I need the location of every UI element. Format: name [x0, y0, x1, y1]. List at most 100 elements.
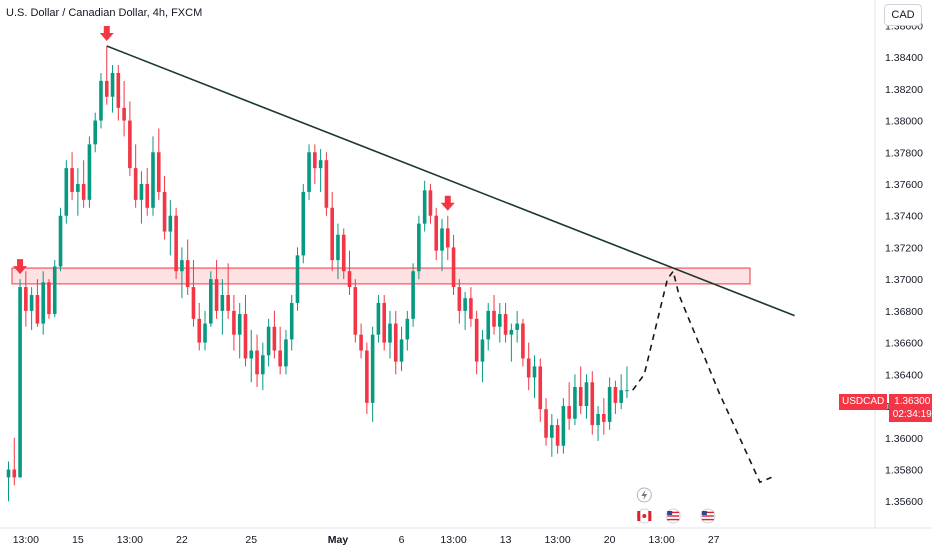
candle: [99, 72, 103, 129]
peak-arrows: [13, 25, 455, 275]
candle: [156, 128, 161, 200]
candle-body: [584, 382, 589, 407]
candle: [336, 223, 340, 280]
price-tick-label: 1.38000: [885, 116, 923, 128]
down-arrow-icon: [13, 259, 28, 275]
candle: [220, 279, 225, 335]
canada-flag-icon[interactable]: [636, 508, 652, 524]
candle-body: [214, 279, 219, 311]
time-tick-label: 13: [500, 534, 512, 546]
candle: [550, 413, 554, 457]
candle-body: [99, 80, 103, 121]
currency-button[interactable]: CAD: [884, 4, 922, 26]
candle: [64, 160, 69, 224]
time-tick-label: 20: [604, 534, 616, 546]
time-tick-label: 15: [72, 534, 84, 546]
resistance-zone: [11, 267, 751, 285]
price-tick-label: 1.38400: [885, 52, 923, 64]
candle-body: [24, 287, 28, 311]
candle: [237, 302, 242, 359]
candle-body: [596, 413, 600, 426]
candle-body: [428, 190, 433, 216]
candle: [463, 291, 467, 330]
candle: [139, 171, 144, 224]
candle: [197, 302, 202, 351]
candle-body: [47, 282, 51, 315]
candle-body: [133, 168, 138, 200]
candle: [174, 207, 178, 280]
candle: [52, 260, 57, 318]
candle: [145, 168, 150, 216]
candle: [492, 295, 496, 335]
resistance-zone-rect: [11, 267, 751, 285]
candle: [480, 329, 485, 383]
candle-body: [261, 355, 265, 375]
last-price-symbol: USDCAD: [839, 394, 888, 410]
bar-countdown: 02:34:19: [892, 409, 932, 420]
time-tick-label: 13:00: [648, 534, 674, 546]
us-flag-canton: [701, 511, 707, 515]
candle-body: [393, 323, 398, 362]
candle: [602, 398, 606, 435]
candle: [18, 279, 22, 478]
price-axis[interactable]: 1.356001.358001.360001.362001.364001.366…: [874, 0, 932, 550]
candle: [24, 271, 28, 327]
candle-body: [445, 228, 450, 248]
candle: [41, 271, 45, 335]
candle-body: [555, 425, 560, 446]
candle: [318, 149, 323, 192]
time-axis[interactable]: 13:00 15 13:00 22 25 May 6 13:00 13 13:00 20 13:00 2…: [0, 527, 932, 546]
time-tick-label: 13:00: [544, 534, 570, 546]
drawings: [106, 45, 795, 484]
candle: [81, 160, 86, 208]
candle-body: [237, 314, 242, 335]
chart-title: U.S. Dollar / Canadian Dollar, 4h, FXCM: [6, 7, 203, 19]
candle-body: [81, 183, 86, 200]
us-flag-icon[interactable]: [700, 508, 716, 524]
candle-body: [550, 425, 554, 438]
candle-body: [295, 255, 300, 303]
candle: [625, 366, 629, 399]
candle: [515, 310, 519, 343]
price-tick-label: 1.38200: [885, 84, 923, 96]
candle-body: [209, 279, 213, 324]
candle-body: [197, 318, 202, 343]
candle: [151, 136, 155, 216]
candle-body: [41, 282, 45, 324]
candle-body: [151, 152, 155, 208]
candle: [578, 366, 583, 414]
candle: [214, 260, 219, 319]
price-tick-label: 1.36600: [885, 338, 923, 350]
last-price-value: 1.36300: [894, 396, 931, 407]
economic-events[interactable]: [636, 487, 716, 524]
candle-body: [110, 72, 115, 97]
candle: [203, 310, 207, 351]
candle: [393, 310, 398, 375]
candle-body: [480, 339, 485, 362]
price-tick-label: 1.37600: [885, 179, 923, 191]
candle: [503, 302, 508, 343]
candle-body: [162, 191, 167, 232]
candles: [6, 45, 629, 502]
candle: [289, 295, 294, 351]
candle-body: [602, 413, 606, 422]
candle: [191, 260, 196, 327]
candle-body: [347, 271, 352, 288]
canada-flag-band: [637, 511, 641, 521]
candle-body: [613, 387, 618, 403]
candle-body: [399, 339, 404, 362]
candle-body: [405, 318, 410, 340]
candle-body: [370, 334, 375, 403]
candle-body: [503, 314, 508, 335]
candle-body: [284, 339, 288, 367]
down-arrow-icon: [440, 195, 455, 211]
candle-body: [388, 323, 392, 343]
candle: [411, 263, 415, 327]
candle-body: [359, 334, 363, 351]
candle-body: [272, 326, 277, 351]
candle: [249, 329, 254, 383]
candle-body: [451, 247, 456, 288]
lightning-icon[interactable]: [636, 487, 652, 503]
us-flag-icon[interactable]: [665, 508, 681, 524]
